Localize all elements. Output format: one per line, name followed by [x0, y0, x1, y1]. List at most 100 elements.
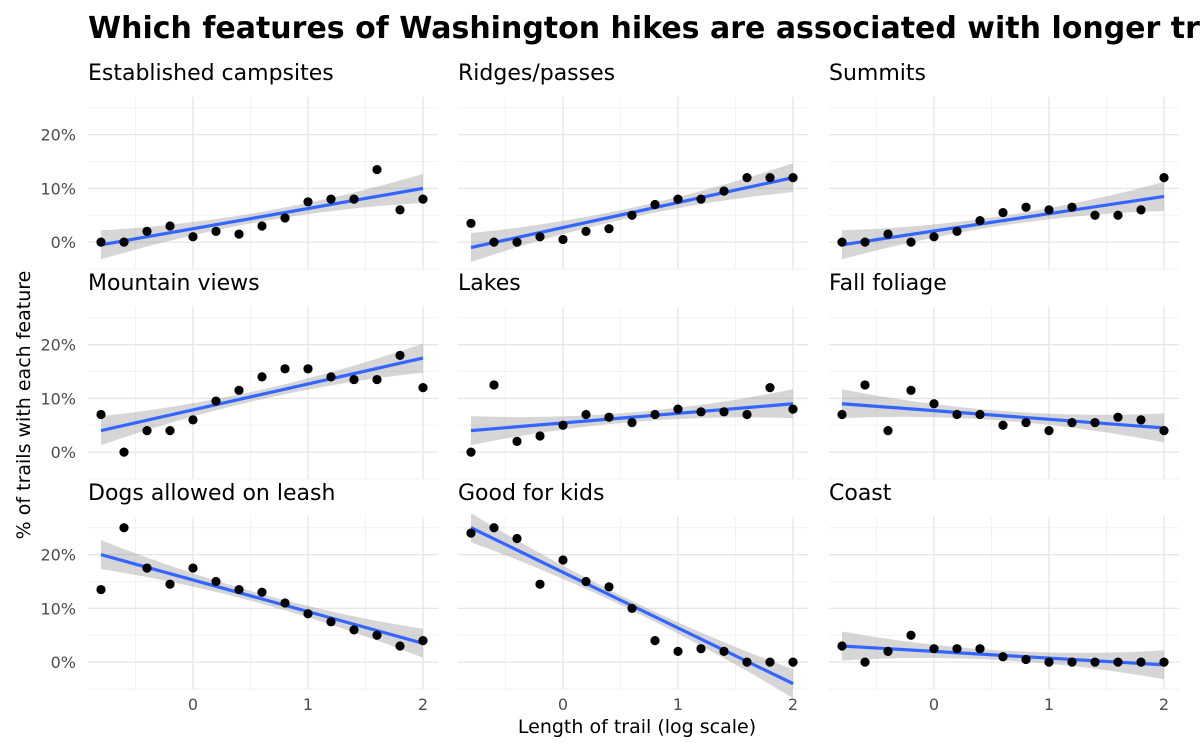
data-point: [604, 412, 614, 422]
data-point: [1159, 657, 1169, 667]
data-point: [280, 213, 290, 223]
data-point: [119, 523, 129, 533]
data-point: [466, 218, 476, 228]
data-point: [837, 237, 847, 247]
data-point: [1044, 426, 1054, 436]
data-point: [372, 630, 382, 640]
panel-background: [829, 307, 1179, 479]
data-point: [696, 644, 706, 654]
y-axis-title: % of trails with each feature: [13, 271, 35, 540]
data-point: [188, 415, 198, 425]
trend-line: [100, 553, 424, 645]
data-point: [1136, 415, 1146, 425]
data-point: [1090, 417, 1100, 428]
data-point: [765, 383, 775, 393]
data-point: [280, 364, 290, 374]
trend-line: [100, 186, 424, 247]
data-point: [1067, 657, 1077, 667]
data-point: [1113, 412, 1123, 422]
x-tick-label: 1: [673, 695, 683, 714]
data-point: [395, 350, 405, 360]
data-point: [211, 576, 221, 587]
data-point: [234, 584, 244, 595]
trend-line: [841, 194, 1165, 247]
data-point: [372, 164, 382, 175]
data-point: [349, 374, 359, 385]
data-point: [188, 563, 198, 573]
data-point: [165, 426, 175, 436]
data-point: [860, 237, 870, 247]
data-point: [303, 364, 313, 374]
data-point: [535, 232, 545, 242]
data-point: [860, 380, 870, 390]
data-point: [142, 426, 152, 436]
data-point: [952, 644, 962, 654]
trend-line: [470, 402, 794, 433]
data-point: [627, 603, 637, 613]
data-point: [975, 644, 985, 654]
data-point: [395, 205, 405, 215]
data-point: [627, 417, 637, 428]
data-point: [558, 555, 568, 565]
x-tick-label: 0: [558, 695, 568, 714]
data-point: [673, 646, 683, 656]
data-point: [96, 584, 106, 595]
data-point: [1090, 657, 1100, 667]
data-point: [142, 226, 152, 236]
data-point: [906, 385, 916, 395]
facet-coast: Coast 0 1 2: [829, 481, 1179, 714]
data-point: [234, 229, 244, 239]
data-point: [1067, 417, 1077, 428]
x-tick-label: 2: [788, 695, 798, 714]
data-point: [837, 641, 847, 651]
data-point: [1159, 173, 1169, 183]
data-point: [512, 436, 522, 446]
data-point: [489, 523, 499, 533]
data-point: [466, 447, 476, 457]
data-point: [696, 407, 706, 417]
facet-good-for-kids: Good for kids 0 1 2: [458, 481, 808, 714]
facet-established-campsites: Established campsites 0% 10% 20%: [40, 61, 438, 270]
data-point: [650, 199, 660, 210]
data-point: [558, 234, 568, 245]
data-point: [837, 409, 847, 420]
data-point: [860, 657, 870, 667]
data-point: [119, 237, 129, 247]
data-point: [673, 194, 683, 204]
facet-title: Good for kids: [458, 481, 604, 506]
data-point: [395, 641, 405, 651]
facet-lakes: Lakes: [458, 271, 808, 480]
data-point: [788, 173, 798, 183]
panel-background: [88, 517, 438, 689]
data-point: [581, 409, 591, 420]
data-point: [372, 374, 382, 385]
data-point: [788, 657, 798, 667]
data-point: [998, 420, 1008, 430]
data-point: [257, 372, 267, 382]
data-point: [1136, 205, 1146, 215]
data-point: [326, 194, 336, 204]
data-point: [604, 224, 614, 234]
data-point: [234, 385, 244, 395]
data-point: [489, 380, 499, 390]
data-point: [165, 579, 175, 589]
data-point: [280, 598, 290, 608]
data-point: [1021, 417, 1031, 428]
facet-title: Summits: [829, 61, 926, 86]
facet-title: Ridges/passes: [458, 61, 615, 86]
y-tick-label: 20%: [40, 336, 76, 355]
x-tick-label: 2: [418, 695, 428, 714]
data-point: [719, 186, 729, 196]
data-point: [1067, 202, 1077, 212]
data-point: [257, 221, 267, 231]
data-point: [998, 652, 1008, 662]
data-point: [742, 409, 752, 420]
y-tick-label: 10%: [40, 389, 76, 408]
data-point: [1044, 657, 1054, 667]
data-point: [765, 657, 775, 667]
panel-background: [458, 307, 808, 479]
data-point: [1021, 202, 1031, 212]
data-point: [906, 237, 916, 247]
data-point: [604, 582, 614, 592]
